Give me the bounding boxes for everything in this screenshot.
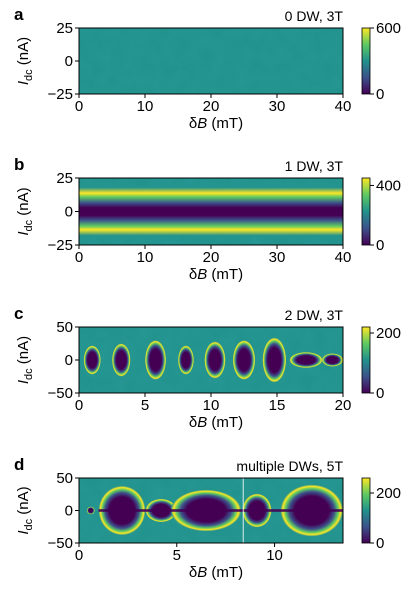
lobe-feature-9 [321, 353, 343, 367]
x-axis-label: δB (mT) [189, 266, 243, 283]
y-axis-label: Idc (nA) [15, 486, 35, 534]
x-axis-label: δB (mT) [189, 564, 243, 581]
panel-title: multiple DWs, 5T [236, 458, 343, 474]
x-tick-label: 20 [335, 397, 352, 414]
heatmap-texture [79, 28, 343, 94]
x-tick-label: 0 [75, 547, 83, 564]
x-axis-label: δB (mT) [189, 115, 243, 132]
x-tick-label: 20 [203, 98, 220, 115]
heatmap-d [79, 478, 343, 543]
y-axis-label: Idc (nA) [15, 336, 35, 384]
heatmap-a [79, 28, 343, 94]
y-axis-label: Idc (nA) [15, 37, 35, 85]
x-tick-label: 0 [75, 397, 83, 414]
lobe-feature-3 [145, 340, 167, 380]
y-tick-label: −50 [48, 535, 73, 552]
colorbar [361, 177, 371, 246]
colorbar [361, 477, 371, 544]
colorbar [361, 326, 371, 394]
heatmap-c [79, 327, 343, 393]
y-tick-label: 25 [56, 20, 73, 37]
lobe-feature-4 [178, 345, 194, 375]
colorbar-tick-label: 0 [376, 385, 384, 402]
colorbar-tick-label: 0 [376, 237, 384, 254]
panel-title: 0 DW, 3T [285, 8, 344, 24]
x-axis-label: δB (mT) [189, 414, 243, 431]
panel-letter: c [14, 304, 23, 323]
x-tick-label: 20 [203, 249, 220, 266]
x-tick-label: 30 [269, 249, 286, 266]
panel-title: 2 DW, 3T [285, 307, 344, 323]
x-tick-label: 15 [269, 397, 286, 414]
x-tick-label: 30 [269, 98, 286, 115]
colorbar-tick-label: 200 [376, 325, 401, 342]
panel-letter: b [14, 155, 24, 174]
y-axis-label: Idc (nA) [15, 187, 35, 235]
colorbar-tick-label: 200 [376, 485, 401, 502]
y-tick-label: 0 [65, 352, 73, 369]
x-tick-label: 0 [75, 249, 83, 266]
colorbar-tick-label: 0 [376, 86, 384, 103]
lobe-feature-7 [262, 337, 287, 383]
x-tick-label: 0 [75, 98, 83, 115]
x-tick-label: 5 [141, 397, 149, 414]
colorbar-tick-label: 0 [376, 535, 384, 552]
y-tick-label: 25 [56, 170, 73, 187]
y-tick-label: −25 [48, 86, 73, 103]
y-tick-label: 0 [65, 53, 73, 70]
x-tick-label: 10 [266, 547, 283, 564]
y-tick-label: −25 [48, 237, 73, 254]
y-tick-label: 0 [65, 503, 73, 520]
y-tick-label: 0 [65, 204, 73, 221]
y-tick-label: 50 [56, 470, 73, 487]
x-tick-label: 40 [335, 98, 352, 115]
x-tick-label: 10 [137, 249, 154, 266]
colorbar [361, 27, 371, 95]
lobe-feature-5 [204, 341, 226, 379]
lobe-feature-8 [289, 352, 323, 368]
colorbar-tick-label: 600 [376, 20, 401, 37]
panel-letter: d [14, 455, 24, 474]
colorbar-tick-label: 400 [376, 177, 401, 194]
y-tick-label: −50 [48, 385, 73, 402]
lobe-feature-6 [232, 340, 256, 380]
lobe-feature-2 [112, 343, 131, 377]
band-feature [79, 187, 343, 236]
x-tick-label: 10 [203, 397, 220, 414]
x-tick-label: 10 [137, 98, 154, 115]
x-tick-label: 5 [173, 547, 181, 564]
y-tick-label: 50 [56, 319, 73, 336]
lobe-feature-1 [86, 506, 95, 515]
panel-title: 1 DW, 3T [285, 158, 344, 174]
zero-line-feature [98, 509, 343, 512]
x-tick-label: 40 [335, 249, 352, 266]
heatmap-b [79, 178, 343, 245]
lobe-feature-1 [83, 345, 101, 375]
panel-letter: a [14, 5, 24, 24]
